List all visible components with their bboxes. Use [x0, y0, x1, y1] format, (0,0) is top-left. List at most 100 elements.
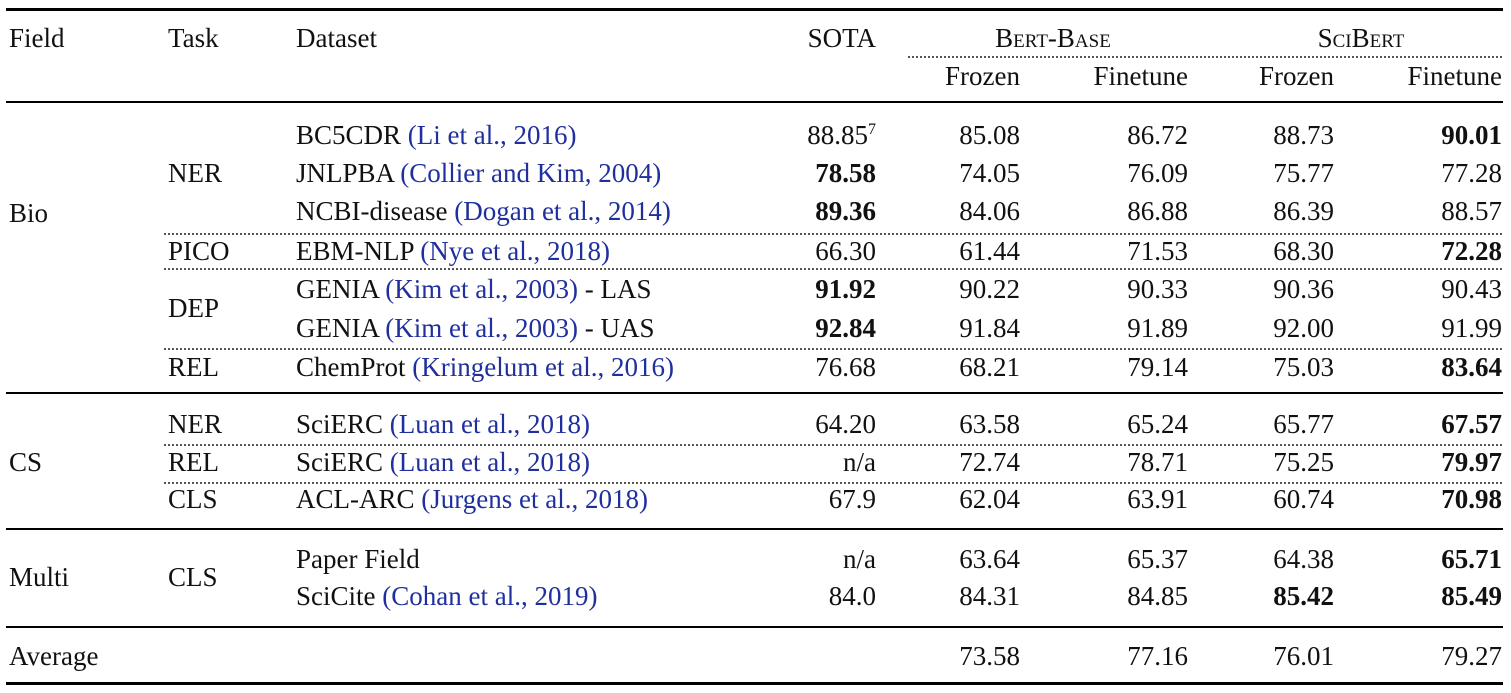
dataset-name: GENIA	[296, 274, 379, 304]
scibert-finetune-text: 88.57	[1441, 196, 1502, 226]
header-scibert-frozen: Frozen	[1259, 61, 1334, 91]
dataset-citation-link[interactable]: (Cohan et al., 2019)	[382, 581, 598, 611]
dataset-citation-link[interactable]: (Li et al., 2016)	[407, 120, 577, 150]
bert-base-finetune-value: 84.85	[1040, 577, 1188, 615]
multi-section-rule	[6, 626, 1503, 628]
dataset-cell: Paper Field	[296, 540, 420, 578]
sota-text: 78.58	[815, 158, 876, 188]
dataset-citation-link[interactable]: (Nye et al., 2018)	[420, 236, 610, 266]
bert-base-frozen-text: 63.64	[959, 544, 1020, 574]
scibert-frozen-value: 88.73	[1212, 116, 1334, 154]
bert-base-finetune-value: 76.09	[1040, 154, 1188, 192]
bert-base-frozen-text: 68.21	[959, 352, 1020, 382]
scibert-finetune-value: 70.98	[1360, 480, 1502, 518]
dataset-citation-link[interactable]: (Collier and Kim, 2004)	[400, 158, 662, 188]
bert-base-frozen-text: 72.74	[959, 447, 1020, 477]
dataset-citation-link[interactable]: (Jurgens et al., 2018)	[421, 484, 648, 514]
average-sb-frozen: 76.01	[1273, 641, 1334, 671]
bert-base-frozen-value: 84.31	[900, 577, 1020, 615]
scibert-frozen-text: 88.73	[1273, 120, 1334, 150]
scibert-finetune-value: 85.49	[1360, 577, 1502, 615]
sota-value: 66.30	[760, 232, 876, 270]
header-scibert-finetune: Finetune	[1407, 61, 1503, 91]
scibert-finetune-value: 91.99	[1360, 309, 1502, 347]
scibert-finetune-value: 88.57	[1360, 192, 1502, 230]
scibert-frozen-value: 75.03	[1212, 348, 1334, 386]
scibert-frozen-text: 60.74	[1273, 484, 1334, 514]
header-dataset: Dataset	[296, 23, 377, 53]
dataset-cell: EBM-NLP (Nye et al., 2018)	[296, 232, 610, 270]
dataset-citation-link[interactable]: (Luan et al., 2018)	[389, 447, 590, 477]
bio-section-rule	[6, 392, 1503, 394]
bert-base-finetune-value: 86.88	[1040, 192, 1188, 230]
sota-text: 92.84	[815, 313, 876, 343]
dataset-name: SciERC	[296, 409, 384, 439]
scibert-frozen-value: 90.36	[1212, 270, 1334, 308]
header-bert-base: Bert-Base	[995, 23, 1111, 53]
average-bb-frozen: 73.58	[959, 641, 1020, 671]
dataset-citation-link[interactable]: (Luan et al., 2018)	[389, 409, 590, 439]
footnote-marker[interactable]: 7	[868, 121, 876, 138]
sota-text: 84.0	[828, 581, 876, 611]
bert-base-frozen-text: 91.84	[959, 313, 1020, 343]
scibert-finetune-value: 90.01	[1360, 116, 1502, 154]
task-cs-cls: CLS	[168, 484, 218, 514]
scibert-frozen-text: 86.39	[1273, 196, 1334, 226]
bert-base-frozen-text: 85.08	[959, 120, 1020, 150]
row-separator-pico	[164, 233, 1502, 235]
bert-base-frozen-text: 84.06	[959, 196, 1020, 226]
task-bio-rel: REL	[168, 352, 219, 382]
scibert-finetune-text: 79.97	[1441, 447, 1502, 477]
bert-base-finetune-text: 86.72	[1127, 120, 1188, 150]
sota-value: n/a	[760, 443, 876, 481]
dataset-citation-link[interactable]: (Kim et al., 2003)	[385, 313, 578, 343]
scibert-finetune-text: 90.43	[1441, 274, 1502, 304]
dataset-citation-link[interactable]: (Kim et al., 2003)	[385, 274, 578, 304]
dataset-citation-link[interactable]: (Dogan et al., 2014)	[454, 196, 671, 226]
bert-base-finetune-text: 63.91	[1127, 484, 1188, 514]
bert-base-frozen-text: 62.04	[959, 484, 1020, 514]
bert-base-frozen-text: 63.58	[959, 409, 1020, 439]
bert-base-frozen-text: 74.05	[959, 158, 1020, 188]
average-sb-finetune: 79.27	[1441, 641, 1502, 671]
dataset-cell: SciCite (Cohan et al., 2019)	[296, 577, 597, 615]
bert-base-finetune-value: 86.72	[1040, 116, 1188, 154]
dataset-citation-link[interactable]: (Kringelum et al., 2016)	[412, 352, 674, 382]
scibert-frozen-value: 60.74	[1212, 480, 1334, 518]
bert-base-finetune-text: 90.33	[1127, 274, 1188, 304]
dataset-cell: ChemProt (Kringelum et al., 2016)	[296, 348, 674, 386]
bert-base-frozen-value: 61.44	[900, 232, 1020, 270]
bert-base-frozen-value: 72.74	[900, 443, 1020, 481]
dataset-name: ACL-ARC	[296, 484, 415, 514]
row-separator-cs-cls	[164, 482, 1502, 484]
sota-value: 64.20	[760, 405, 876, 443]
dataset-name: BC5CDR	[296, 120, 402, 150]
row-separator-dep	[164, 268, 1502, 270]
average-bb-finetune: 77.16	[1127, 641, 1188, 671]
dataset-name: Paper Field	[296, 544, 420, 574]
bert-base-finetune-value: 78.71	[1040, 443, 1188, 481]
sota-text: 89.36	[815, 196, 876, 226]
scibert-finetune-value: 83.64	[1360, 348, 1502, 386]
header-bert-finetune: Finetune	[1093, 61, 1189, 91]
scibert-frozen-text: 90.36	[1273, 274, 1334, 304]
dataset-metric-suffix: - UAS	[584, 313, 655, 343]
scibert-finetune-value: 72.28	[1360, 232, 1502, 270]
scibert-frozen-text: 85.42	[1273, 581, 1334, 611]
task-multi-cls: CLS	[168, 562, 218, 592]
scibert-finetune-text: 72.28	[1441, 236, 1502, 266]
bert-base-finetune-value: 91.89	[1040, 309, 1188, 347]
bert-base-frozen-value: 68.21	[900, 348, 1020, 386]
scibert-finetune-text: 67.57	[1441, 409, 1502, 439]
dataset-cell: ACL-ARC (Jurgens et al., 2018)	[296, 480, 648, 518]
field-cs: CS	[9, 447, 43, 477]
bert-base-finetune-text: 78.71	[1127, 447, 1188, 477]
row-separator-rel	[164, 348, 1502, 350]
bert-base-finetune-text: 79.14	[1127, 352, 1188, 382]
header-rule	[6, 101, 1503, 103]
average-label: Average	[9, 641, 99, 671]
scibert-frozen-value: 68.30	[1212, 232, 1334, 270]
bert-base-finetune-value: 65.24	[1040, 405, 1188, 443]
scibert-frozen-value: 75.25	[1212, 443, 1334, 481]
sota-value: n/a	[760, 540, 876, 578]
